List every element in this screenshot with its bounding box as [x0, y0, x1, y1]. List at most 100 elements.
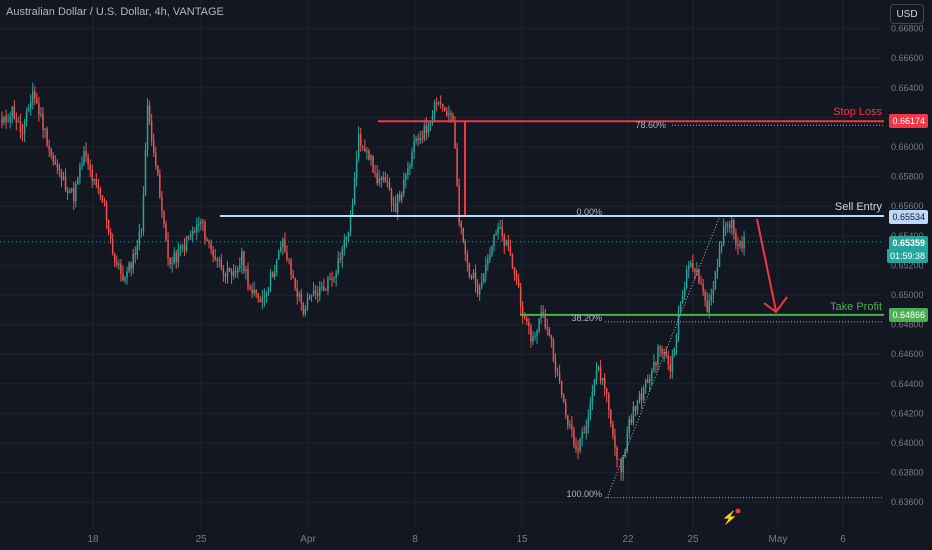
candle-body [321, 286, 323, 288]
candle-body [249, 286, 251, 290]
take-profit-price-badge: 0.64866 [889, 308, 928, 322]
candle-body [130, 262, 132, 269]
candle-body [120, 263, 122, 274]
fib-level-label: 78.60% [635, 120, 666, 130]
candle-body [405, 175, 407, 180]
candle-body [542, 312, 544, 316]
candle-body [495, 232, 497, 236]
candle-body [191, 231, 194, 235]
candle-body [521, 306, 524, 317]
candle-body [349, 215, 352, 232]
candle-body [472, 272, 475, 278]
price-tick-label: 0.66800 [891, 24, 924, 34]
candle-body [437, 102, 440, 104]
candle-body [618, 459, 620, 461]
candle-body [431, 115, 434, 123]
candle-body [152, 140, 155, 153]
candle-body [722, 227, 725, 246]
candle-body [99, 188, 102, 196]
candle-body [234, 271, 237, 273]
candle-body [245, 269, 247, 272]
candle-body [85, 150, 87, 157]
candle-body [505, 240, 508, 246]
candle-body [196, 225, 198, 232]
candle-body [663, 352, 665, 355]
candle-body [501, 227, 503, 236]
candle-body [716, 266, 719, 272]
candle-body [165, 224, 167, 240]
candle-body [548, 328, 551, 336]
candle-body [23, 121, 26, 134]
candle-body [187, 237, 190, 239]
candle-body [118, 263, 120, 265]
candle-body [1, 118, 3, 123]
price-tick-label: 0.65800 [891, 172, 924, 182]
candle-body [679, 303, 682, 311]
candle-body [692, 262, 694, 269]
price-tick-label: 0.63600 [891, 497, 924, 507]
time-tick-label: 8 [412, 534, 418, 545]
drawing-overlays: 78.60% 0.00% 38.20% 100.00% [0, 120, 884, 499]
candle-body [669, 364, 672, 372]
candle-body [378, 178, 380, 184]
take-profit-label: Take Profit [830, 301, 882, 313]
candle-body [257, 293, 259, 299]
candle-body [331, 278, 333, 280]
time-tick-label: 22 [622, 534, 634, 545]
candle-body [93, 178, 95, 181]
candle-body [140, 230, 143, 232]
candle-body [485, 264, 487, 274]
candle-body [417, 138, 419, 141]
candle-body [25, 111, 28, 122]
candle-body [17, 121, 20, 123]
candle-body [29, 102, 32, 109]
candle-body [286, 251, 288, 260]
candle-body [708, 301, 710, 313]
candle-body [241, 251, 243, 266]
candle-body [398, 194, 401, 200]
candle-body [702, 284, 704, 292]
candle-body [282, 239, 284, 247]
candle-body [513, 267, 516, 274]
candle-body [294, 278, 296, 289]
candle-body [138, 231, 141, 246]
candle-body [15, 119, 18, 123]
time-tick-label: 6 [840, 534, 846, 545]
price-tick-label: 0.63800 [891, 468, 924, 478]
candle-body [134, 253, 136, 255]
candle-body [460, 222, 462, 228]
candle-body [690, 262, 692, 266]
candle-body [653, 362, 655, 371]
candle-body [476, 284, 479, 295]
lightning-icon[interactable]: ⚡ [722, 510, 738, 526]
price-tick-label: 0.65600 [891, 201, 924, 211]
candle-body [423, 125, 426, 139]
candle-body [32, 91, 34, 103]
candle-body [126, 271, 128, 278]
currency-button[interactable]: USD [890, 4, 924, 24]
candle-body [595, 370, 598, 381]
candle-body [83, 150, 85, 165]
sell-entry-price-badge: 0.65534 [889, 210, 928, 224]
candle-body [421, 137, 423, 139]
candle-body [60, 170, 63, 179]
candle-body [325, 289, 327, 291]
candle-body [577, 448, 579, 451]
candle-body [228, 268, 231, 272]
candle-body [493, 235, 495, 247]
candle-body [79, 166, 81, 178]
candle-body [81, 164, 83, 167]
candle-body [150, 121, 153, 141]
candle-body [48, 145, 50, 150]
candle-body [550, 335, 553, 340]
candle-body [343, 239, 346, 249]
candle-body [735, 233, 737, 245]
candle-body [173, 252, 175, 264]
candle-body [183, 245, 186, 251]
candle-body [439, 102, 442, 105]
candle-body [161, 197, 163, 212]
candle-body [694, 268, 696, 272]
candle-body [638, 393, 641, 401]
candle-body [556, 371, 559, 373]
